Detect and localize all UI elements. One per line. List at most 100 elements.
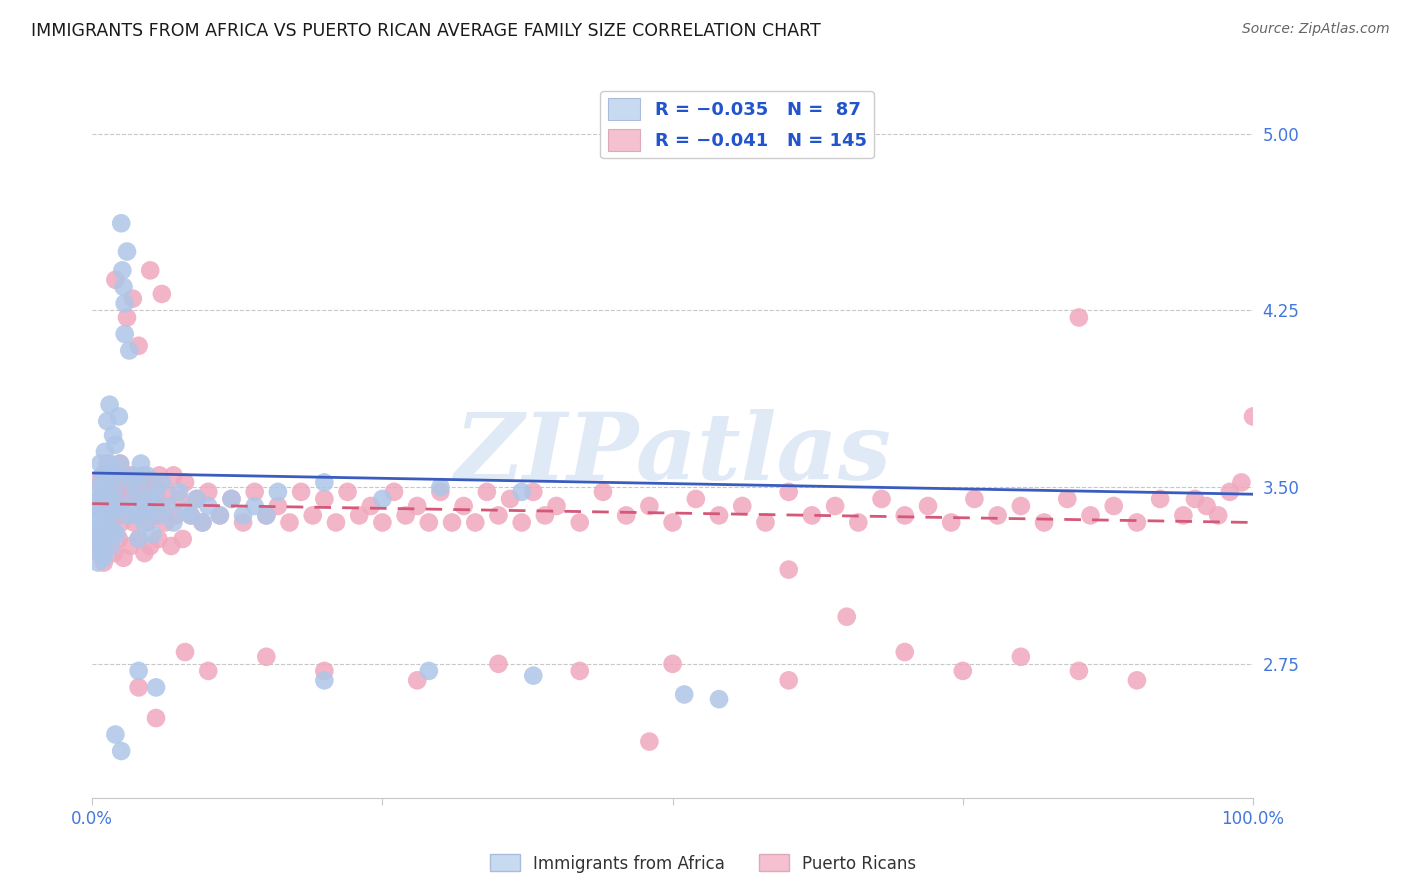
Point [685,491,707,506]
Point [89,491,111,506]
Point [91,527,114,541]
Point [488,657,510,671]
Point [141,527,163,541]
Point [191,516,214,530]
Point [221,491,243,506]
Point [150,475,173,490]
Point [952,664,974,678]
Point [93,484,115,499]
Text: Source: ZipAtlas.com: Source: ZipAtlas.com [1241,22,1389,37]
Point [371,516,394,530]
Point [1033,516,1056,530]
Point [128,664,150,678]
Point [101,527,124,541]
Point [800,508,823,523]
Point [105,527,128,541]
Point [129,457,152,471]
Point [1206,508,1229,523]
Point [87,556,110,570]
Point [103,484,125,499]
Point [221,491,243,506]
Point [135,468,157,483]
Point [160,539,183,553]
Point [86,527,108,541]
Point [86,516,108,530]
Point [148,532,170,546]
Point [96,414,118,428]
Point [87,508,110,523]
Point [139,539,162,553]
Point [661,657,683,671]
Point [371,491,394,506]
Point [267,499,290,513]
Point [112,280,135,294]
Point [254,649,277,664]
Point [115,508,138,523]
Point [121,484,143,499]
Point [125,508,148,523]
Point [453,499,475,513]
Point [1102,499,1125,513]
Point [111,475,134,490]
Point [731,499,754,513]
Point [522,668,544,682]
Point [1010,499,1032,513]
Point [894,645,917,659]
Point [232,516,254,530]
Point [110,744,132,758]
Point [314,664,336,678]
Point [1219,484,1241,499]
Point [208,508,231,523]
Point [97,539,120,553]
Point [104,438,127,452]
Point [145,711,167,725]
Point [121,491,143,506]
Point [1230,475,1253,490]
Point [150,287,173,301]
Point [131,508,153,523]
Point [101,468,124,483]
Point [707,692,730,706]
Point [111,263,134,277]
Point [104,468,127,483]
Point [134,516,156,530]
Point [86,480,108,494]
Point [232,508,254,523]
Point [98,499,121,513]
Point [510,516,533,530]
Point [91,468,114,483]
Point [464,516,486,530]
Point [156,484,179,499]
Point [987,508,1010,523]
Point [314,475,336,490]
Point [134,546,156,560]
Text: ZIPatlas: ZIPatlas [454,409,891,500]
Point [406,673,429,688]
Point [93,550,115,565]
Point [180,508,202,523]
Point [1010,649,1032,664]
Point [128,339,150,353]
Point [1126,673,1149,688]
Point [568,664,591,678]
Point [707,508,730,523]
Point [661,516,683,530]
Point [121,292,143,306]
Point [104,273,127,287]
Point [115,310,138,325]
Point [510,484,533,499]
Point [142,508,165,523]
Point [139,263,162,277]
Point [122,516,145,530]
Point [592,484,614,499]
Point [110,516,132,530]
Point [108,457,131,471]
Point [114,296,136,310]
Point [186,491,208,506]
Point [1241,409,1264,424]
Point [267,484,290,499]
Point [94,499,117,513]
Point [1126,516,1149,530]
Point [638,499,661,513]
Point [534,508,557,523]
